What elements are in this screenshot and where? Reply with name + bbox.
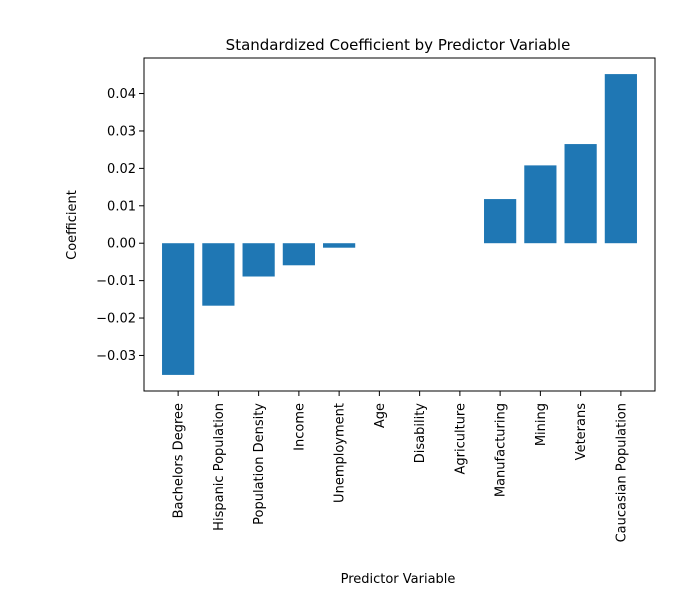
y-tick-label: −0.02 [96,312,136,327]
bar-income [282,243,315,266]
x-tick-label: Disability [413,403,428,464]
bar-unemployment [323,243,356,248]
bar-population-density [242,243,275,277]
x-tick-label: Bachelors Degree [172,403,187,518]
x-tick-label: Manufacturing [494,403,509,497]
bars [162,74,637,375]
bar-hispanic-population [202,243,235,306]
bar-bachelors-degree [162,243,195,375]
x-tick-label: Mining [534,403,549,446]
y-tick-label: 0.02 [107,162,136,177]
x-tick-label: Veterans [574,403,589,461]
plot-area: −0.03 −0.02 −0.01 0.00 0.01 0.02 0.03 0.04 Bach… [96,57,656,542]
bar-caucasian-population [604,74,637,244]
chart-title: Standardized Coefficient by Predictor Va… [226,36,571,54]
y-tick-label: 0.01 [107,199,136,214]
bar-mining [524,165,557,244]
x-tick-label: Age [373,403,388,428]
x-tick-label: Agriculture [453,403,468,475]
bar-veterans [564,144,597,244]
y-tick-label: 0.00 [107,237,136,252]
y-axis-ticks: −0.03 −0.02 −0.01 0.00 0.01 0.02 0.03 0.04 [96,87,144,364]
x-tick-label: Population Density [252,403,267,525]
y-tick-label: 0.03 [107,124,136,139]
x-tick-label: Caucasian Population [614,403,629,542]
y-tick-label: 0.04 [107,87,136,102]
y-tick-label: −0.03 [96,349,136,364]
y-tick-label: −0.01 [96,274,136,289]
x-axis-ticks: Bachelors Degree Hispanic Population Popul… [172,391,629,542]
x-axis-label: Predictor Variable [341,572,456,587]
x-tick-label: Unemployment [333,403,348,503]
bar-manufacturing [484,199,517,244]
x-tick-label: Hispanic Population [212,403,227,531]
x-tick-label: Income [292,403,307,451]
y-axis-label: Coefficient [65,190,80,260]
